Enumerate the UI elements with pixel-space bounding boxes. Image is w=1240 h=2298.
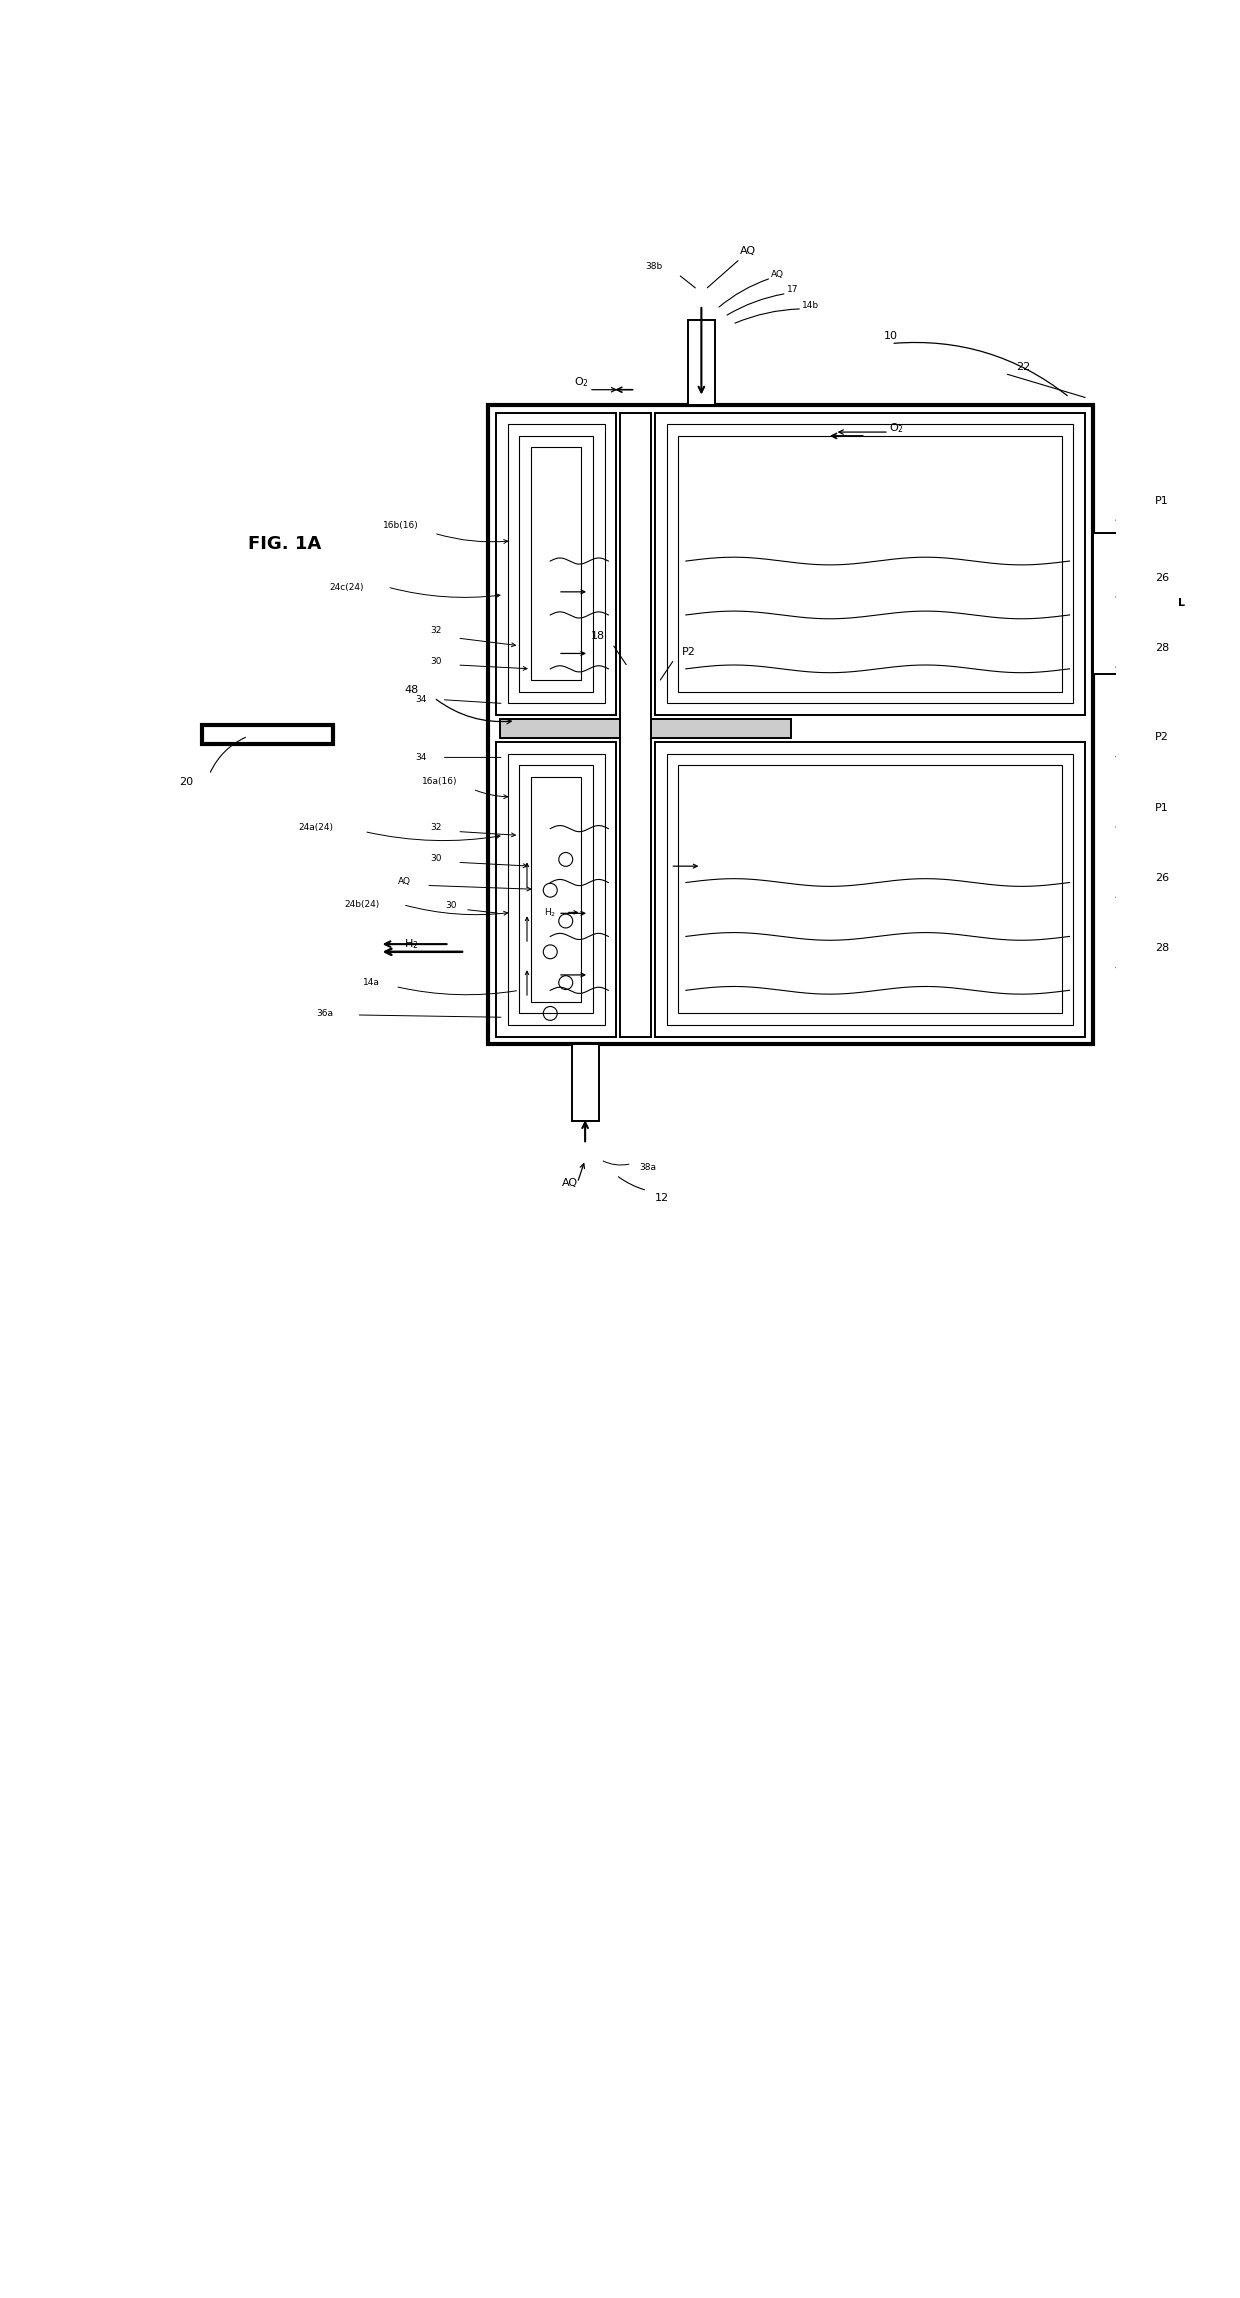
Text: P1: P1: [1154, 496, 1168, 506]
Bar: [678, 437, 1061, 692]
Bar: [507, 425, 605, 703]
Bar: [531, 777, 582, 1002]
Bar: [500, 719, 791, 738]
Text: 20: 20: [180, 777, 193, 788]
Text: 14b: 14b: [802, 301, 820, 310]
Text: 16b(16): 16b(16): [383, 522, 419, 531]
Text: P2: P2: [1154, 733, 1168, 742]
Text: 22: 22: [1016, 361, 1030, 372]
Text: 14a: 14a: [363, 979, 379, 988]
Text: 28: 28: [1154, 643, 1169, 653]
Bar: [496, 742, 616, 1036]
Text: AQ: AQ: [562, 1179, 578, 1188]
Bar: [489, 404, 1092, 1043]
Bar: [520, 765, 593, 1013]
Text: 24b(24): 24b(24): [345, 901, 379, 910]
Text: FIG. 1A: FIG. 1A: [248, 535, 321, 554]
Text: 32: 32: [430, 625, 441, 634]
Bar: [201, 724, 334, 745]
Text: 10: 10: [884, 331, 898, 340]
Text: 24a(24): 24a(24): [299, 823, 334, 832]
Text: AQ: AQ: [771, 269, 784, 278]
Text: 34: 34: [415, 754, 427, 763]
Bar: [667, 754, 1074, 1025]
Bar: [1092, 533, 1131, 673]
Text: H$_2$: H$_2$: [544, 905, 557, 919]
Text: L: L: [1178, 597, 1185, 609]
Bar: [678, 765, 1061, 1013]
Text: O$_2$: O$_2$: [574, 375, 589, 388]
Bar: [655, 414, 1085, 715]
Bar: [620, 414, 651, 1036]
Text: 18: 18: [590, 632, 605, 641]
Text: P1: P1: [1154, 802, 1168, 813]
Text: 12: 12: [655, 1193, 670, 1204]
Bar: [655, 742, 1085, 1036]
Bar: [688, 319, 715, 404]
Text: H$_2$: H$_2$: [404, 938, 419, 951]
Bar: [507, 754, 605, 1025]
Bar: [520, 437, 593, 692]
Bar: [496, 414, 616, 715]
Text: AQ: AQ: [398, 878, 410, 887]
Text: 38b: 38b: [645, 262, 662, 271]
Text: 30: 30: [430, 855, 441, 864]
Text: 17: 17: [786, 285, 799, 294]
Text: 30: 30: [445, 901, 458, 910]
Bar: [667, 425, 1074, 703]
Text: 36a: 36a: [316, 1009, 334, 1018]
Text: 24c(24): 24c(24): [330, 581, 365, 591]
Text: 26: 26: [1154, 873, 1169, 882]
Text: 48: 48: [404, 685, 419, 694]
Text: 38a: 38a: [640, 1163, 656, 1172]
Text: 34: 34: [415, 694, 427, 703]
Text: AQ: AQ: [740, 246, 756, 255]
Text: 30: 30: [430, 657, 441, 666]
Text: 26: 26: [1154, 572, 1169, 584]
Bar: [531, 448, 582, 680]
Text: 32: 32: [430, 823, 441, 832]
Text: O$_2$: O$_2$: [889, 421, 904, 434]
Text: 28: 28: [1154, 944, 1169, 954]
Bar: [572, 1043, 599, 1121]
Text: P2: P2: [682, 646, 696, 657]
Text: 16a(16): 16a(16): [422, 777, 458, 786]
